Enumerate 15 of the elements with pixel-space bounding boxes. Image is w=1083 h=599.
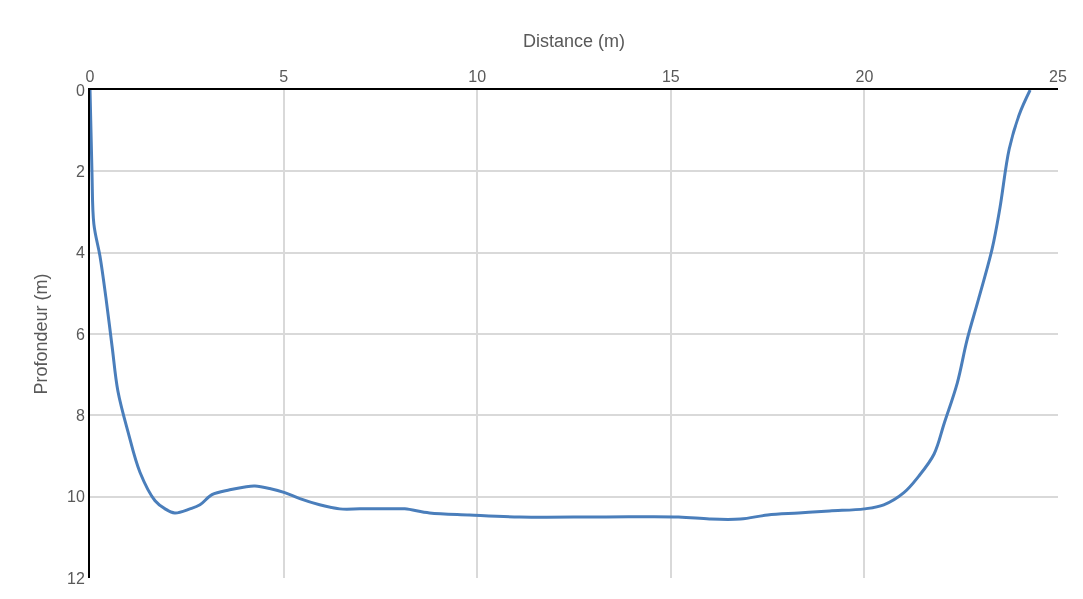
x-axis-title: Distance (m) (522, 31, 626, 52)
y-axis-title: Profondeur (m) (30, 273, 51, 395)
y-tick-label: 6 (75, 325, 85, 343)
x-tick-label: 10 (468, 67, 487, 85)
y-tick-label: 10 (67, 488, 85, 506)
x-tick-label: 25 (1049, 67, 1067, 85)
line-series (90, 90, 1032, 521)
y-tick-label: 0 (75, 81, 85, 99)
x-tick-label: 15 (661, 67, 680, 85)
x-tick-label: 20 (855, 67, 874, 85)
y-tick-label: 8 (75, 406, 85, 424)
y-tick-label: 4 (75, 244, 85, 262)
x-tick-label: 5 (279, 67, 289, 85)
y-tick-label: 2 (75, 162, 85, 180)
y-tick-label: 12 (67, 569, 85, 587)
